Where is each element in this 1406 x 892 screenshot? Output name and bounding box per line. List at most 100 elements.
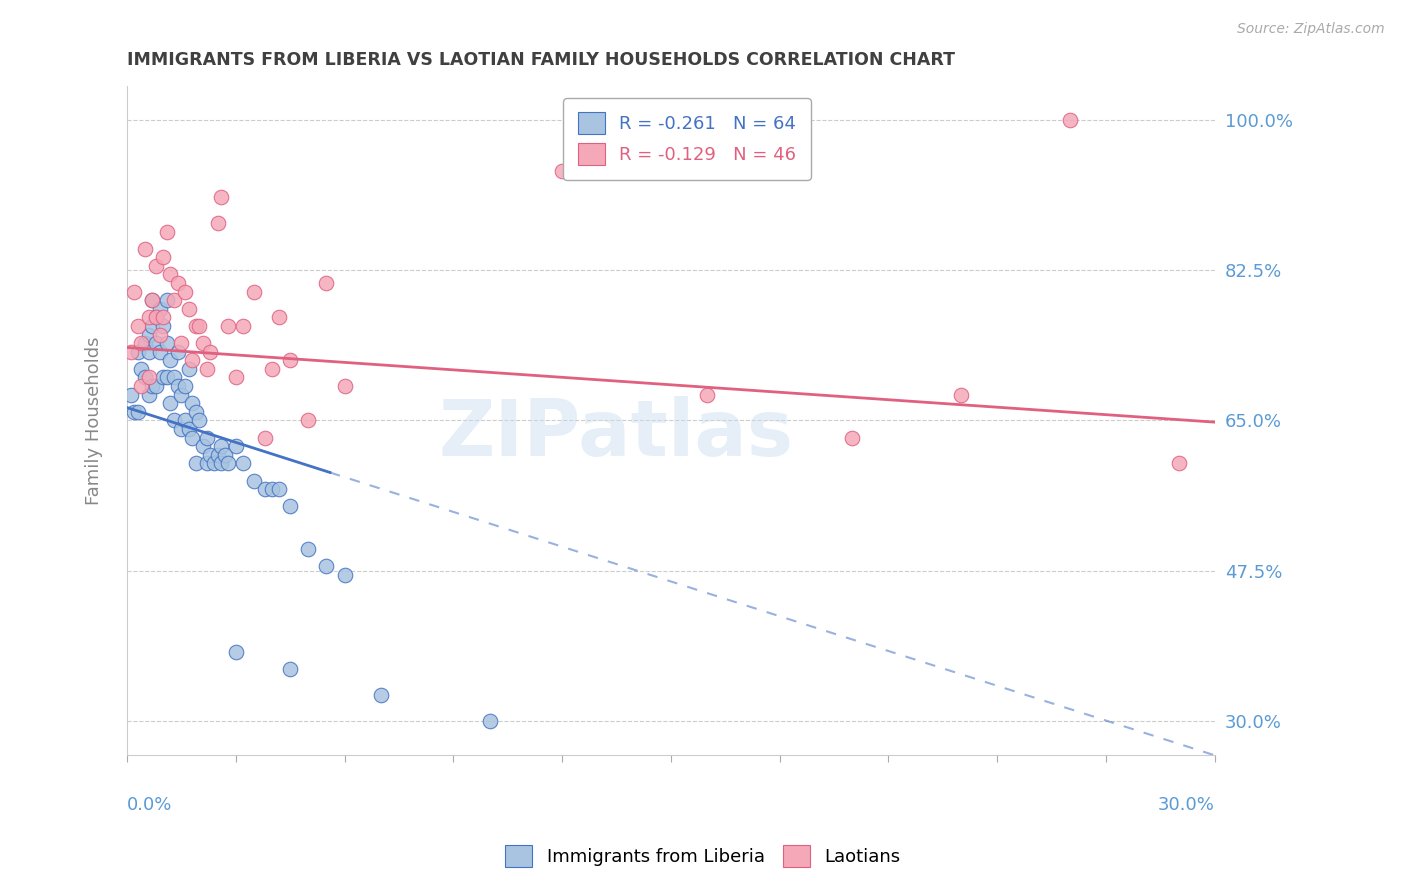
Point <box>138 310 160 325</box>
Point <box>225 370 247 384</box>
Point <box>1059 112 1081 127</box>
Point <box>478 714 501 728</box>
Point <box>145 379 167 393</box>
Point <box>195 362 218 376</box>
Point <box>134 336 156 351</box>
Point <box>217 456 239 470</box>
Point <box>269 310 291 325</box>
Point <box>200 344 222 359</box>
Point <box>278 353 301 368</box>
Point <box>225 439 247 453</box>
Point <box>214 448 236 462</box>
Point <box>141 318 163 333</box>
Point <box>202 456 225 470</box>
Point <box>145 310 167 325</box>
Point <box>138 327 160 342</box>
Point <box>159 268 181 282</box>
Point <box>253 431 276 445</box>
Point <box>177 422 200 436</box>
Point <box>181 396 204 410</box>
Point <box>141 293 163 308</box>
Text: 30.0%: 30.0% <box>1159 796 1215 814</box>
Point <box>166 379 188 393</box>
Text: ZIPatlas: ZIPatlas <box>439 396 794 472</box>
Point <box>177 362 200 376</box>
Legend: Immigrants from Liberia, Laotians: Immigrants from Liberia, Laotians <box>498 838 908 874</box>
Y-axis label: Family Households: Family Households <box>86 336 103 505</box>
Point <box>159 353 181 368</box>
Point <box>138 344 160 359</box>
Point <box>145 310 167 325</box>
Point <box>170 422 193 436</box>
Point <box>163 293 186 308</box>
Point <box>370 688 392 702</box>
Point <box>131 336 153 351</box>
Point <box>127 344 149 359</box>
Point <box>333 379 356 393</box>
Point <box>163 413 186 427</box>
Point <box>174 413 197 427</box>
Text: 0.0%: 0.0% <box>127 796 173 814</box>
Point <box>260 362 283 376</box>
Point <box>156 225 179 239</box>
Point <box>166 344 188 359</box>
Point <box>159 396 181 410</box>
Point <box>551 164 574 178</box>
Text: Source: ZipAtlas.com: Source: ZipAtlas.com <box>1237 22 1385 37</box>
Point <box>209 439 232 453</box>
Point <box>145 336 167 351</box>
Point <box>184 405 207 419</box>
Point <box>134 242 156 256</box>
Point <box>333 568 356 582</box>
Point <box>138 370 160 384</box>
Point <box>163 370 186 384</box>
Point <box>156 293 179 308</box>
Point <box>315 559 337 574</box>
Point <box>696 387 718 401</box>
Point <box>148 344 170 359</box>
Point <box>156 370 179 384</box>
Point <box>170 387 193 401</box>
Point <box>131 379 153 393</box>
Point <box>131 362 153 376</box>
Point <box>127 318 149 333</box>
Point <box>127 405 149 419</box>
Legend: R = -0.261   N = 64, R = -0.129   N = 46: R = -0.261 N = 64, R = -0.129 N = 46 <box>564 98 811 180</box>
Point <box>297 413 319 427</box>
Point <box>120 344 142 359</box>
Text: IMMIGRANTS FROM LIBERIA VS LAOTIAN FAMILY HOUSEHOLDS CORRELATION CHART: IMMIGRANTS FROM LIBERIA VS LAOTIAN FAMIL… <box>127 51 955 69</box>
Point <box>209 456 232 470</box>
Point <box>243 474 266 488</box>
Point <box>134 370 156 384</box>
Point <box>152 370 174 384</box>
Point <box>138 387 160 401</box>
Point <box>253 482 276 496</box>
Point <box>152 318 174 333</box>
Point <box>184 318 207 333</box>
Point <box>200 448 222 462</box>
Point <box>152 250 174 264</box>
Point <box>232 318 254 333</box>
Point <box>156 336 179 351</box>
Point <box>950 387 973 401</box>
Point <box>260 482 283 496</box>
Point <box>269 482 291 496</box>
Point <box>188 318 211 333</box>
Point <box>243 285 266 299</box>
Point <box>181 353 204 368</box>
Point <box>232 456 254 470</box>
Point <box>225 645 247 659</box>
Point <box>195 431 218 445</box>
Point <box>1167 456 1189 470</box>
Point <box>177 301 200 316</box>
Point <box>217 318 239 333</box>
Point <box>170 336 193 351</box>
Point <box>122 405 145 419</box>
Point <box>209 190 232 204</box>
Point <box>297 542 319 557</box>
Point <box>122 285 145 299</box>
Point <box>188 413 211 427</box>
Point <box>141 379 163 393</box>
Point <box>181 431 204 445</box>
Point <box>191 439 214 453</box>
